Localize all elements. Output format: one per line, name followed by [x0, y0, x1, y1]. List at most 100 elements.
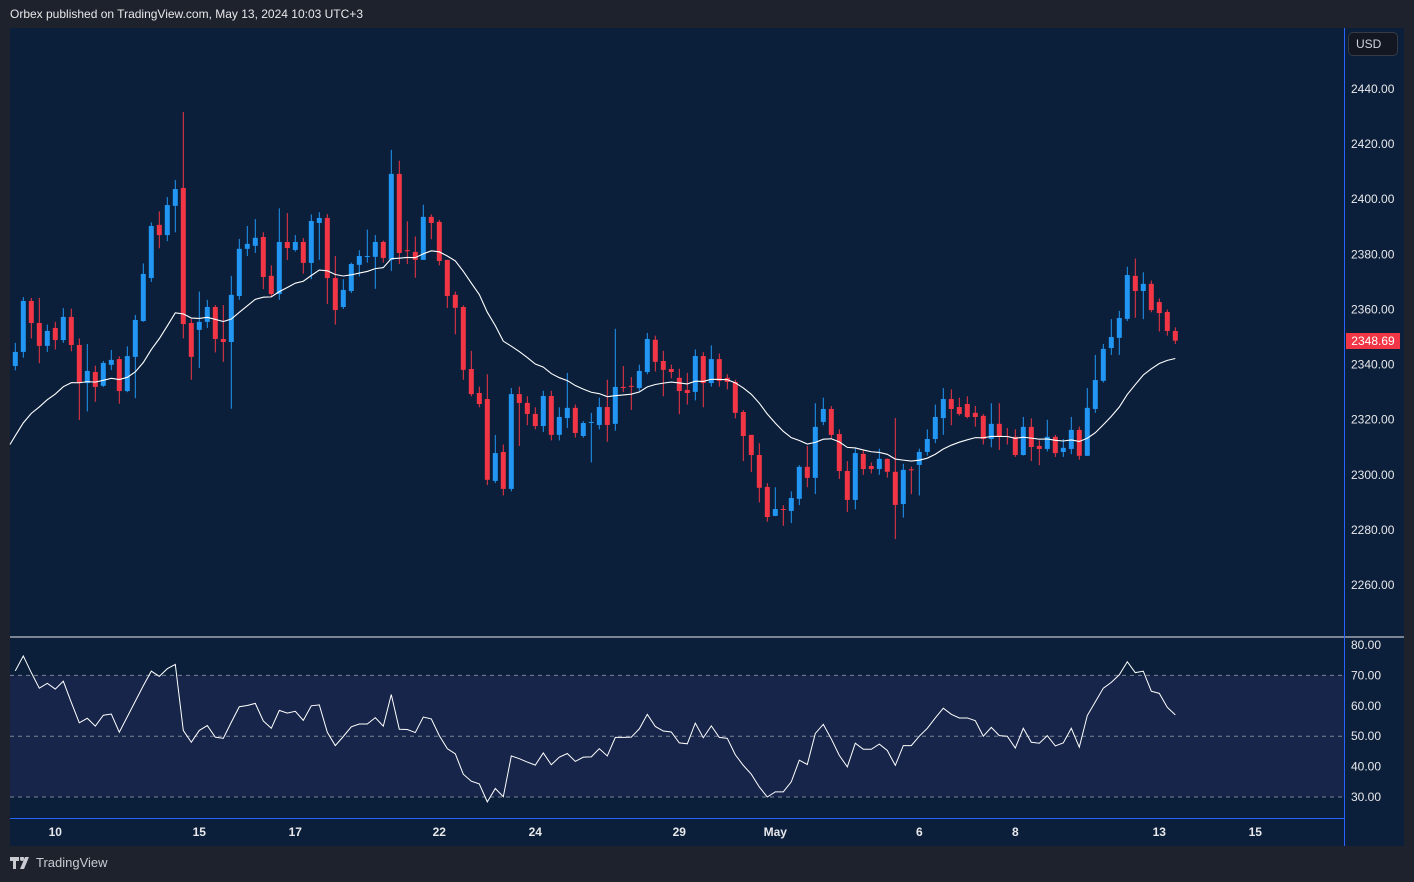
candle [212, 305, 218, 353]
candle [1012, 429, 1018, 457]
candle-body [148, 225, 154, 279]
time-tick-label: May [764, 825, 788, 839]
candle-body [764, 486, 770, 518]
candle-body [1052, 436, 1058, 454]
candle [644, 332, 650, 375]
candle [540, 390, 546, 433]
candle [1028, 418, 1034, 462]
candle [164, 197, 170, 242]
candle-body [44, 330, 50, 346]
candle-body [684, 389, 690, 393]
candle [700, 352, 706, 408]
candle-body [244, 243, 250, 249]
candle [668, 364, 674, 379]
candle-body [1076, 429, 1082, 456]
candle-body [380, 241, 386, 258]
candle [836, 429, 842, 479]
candle [652, 335, 658, 372]
candle-body [508, 394, 514, 489]
candle-body [428, 216, 434, 223]
candle [300, 238, 306, 274]
candle [12, 342, 18, 371]
candle-body [708, 359, 714, 384]
candle-body [580, 423, 586, 436]
publisher-header: Orbex published on TradingView.com, May … [10, 7, 363, 21]
candle [796, 465, 802, 506]
candle [500, 444, 506, 496]
candle-body [540, 396, 546, 427]
candle [292, 235, 298, 252]
candle-body [1156, 302, 1162, 314]
candle-body [388, 173, 394, 260]
candle [772, 487, 778, 517]
candle [884, 458, 890, 478]
candle-body [1140, 283, 1146, 292]
candle-body [300, 241, 306, 263]
candle [628, 377, 634, 411]
last-price-label: 2348.69 [1346, 333, 1400, 349]
candle-body [484, 399, 490, 480]
candle [876, 448, 882, 475]
candle-body [332, 278, 338, 311]
candle-body [908, 469, 914, 471]
candle [740, 410, 746, 462]
candle-body [636, 370, 642, 389]
time-tick-label: 15 [1249, 825, 1263, 839]
candle-body [396, 173, 402, 253]
candle-body [476, 392, 482, 405]
candles [12, 111, 1178, 540]
candle-body [900, 469, 906, 505]
candle [284, 213, 290, 260]
candle [516, 386, 522, 446]
candle-body [236, 248, 242, 296]
candle [972, 405, 978, 427]
axes: 2440.002420.002400.002380.002360.002340.… [49, 82, 1395, 839]
candle-body [412, 251, 418, 260]
candle [956, 397, 962, 416]
candle-body [292, 241, 298, 250]
time-tick-label: 15 [193, 825, 207, 839]
candle [92, 365, 98, 402]
candle [220, 305, 226, 362]
candle [524, 396, 530, 426]
candle [316, 212, 322, 260]
candle-body [212, 306, 218, 339]
candle [868, 462, 874, 474]
candle [380, 240, 386, 263]
time-tick-label: 24 [529, 825, 543, 839]
price-tick-label: 2400.00 [1351, 192, 1395, 206]
candle [756, 443, 762, 503]
candle [252, 219, 258, 253]
candle [788, 491, 794, 524]
time-tick-label: 8 [1012, 825, 1019, 839]
candle-body [1084, 407, 1090, 456]
candle [1116, 310, 1122, 355]
candle-body [988, 423, 994, 440]
price-tick-label: 2300.00 [1351, 468, 1395, 482]
candle-body [196, 321, 202, 330]
candle-body [12, 351, 18, 366]
candle-body [1148, 283, 1154, 311]
candle [268, 265, 274, 297]
price-tick-label: 2420.00 [1351, 137, 1395, 151]
candle [132, 314, 138, 399]
candle-body [948, 399, 954, 409]
candle-body [1028, 426, 1034, 448]
currency-button[interactable]: USD [1348, 32, 1398, 56]
candle-body [780, 509, 786, 511]
rsi-tick-label: 40.00 [1351, 760, 1381, 774]
candle-body [604, 407, 610, 425]
candle-body [868, 466, 874, 470]
time-tick-label: 13 [1153, 825, 1167, 839]
candle [364, 229, 370, 263]
candle-body [860, 453, 866, 470]
tradingview-footer[interactable]: TradingView [10, 855, 108, 870]
candle-body [628, 385, 634, 387]
candle-body [748, 434, 754, 455]
candle [860, 450, 866, 475]
candle-body [348, 264, 354, 292]
candle-body [1124, 275, 1130, 319]
candle [1052, 434, 1058, 457]
candle-body [876, 458, 882, 470]
